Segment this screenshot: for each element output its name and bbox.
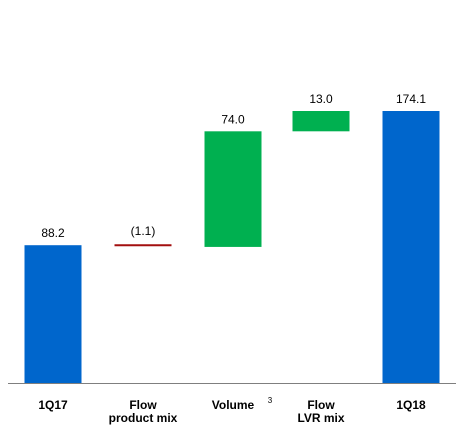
category-superscript-2: 3 (268, 396, 273, 405)
bar-3 (292, 111, 350, 132)
data-label-1: (1.1) (131, 224, 156, 238)
category-label-4-line-0: 1Q18 (396, 398, 426, 412)
category-label-3-line-1: LVR mix (297, 411, 344, 425)
category-label-3-line-0: Flow (307, 398, 335, 412)
category-label-1-line-0: Flow (129, 398, 157, 412)
data-label-0: 88.2 (41, 226, 65, 240)
data-label-4: 174.1 (396, 92, 426, 106)
category-label-2-line-0: Volume (212, 398, 255, 412)
bar-2 (204, 131, 262, 247)
data-label-2: 74.0 (221, 112, 245, 126)
category-label-0-line-0: 1Q17 (38, 398, 68, 412)
category-label-1-line-1: product mix (109, 411, 178, 425)
data-label-3: 13.0 (309, 92, 333, 106)
bar-4 (382, 111, 440, 383)
bar-0 (24, 245, 82, 383)
